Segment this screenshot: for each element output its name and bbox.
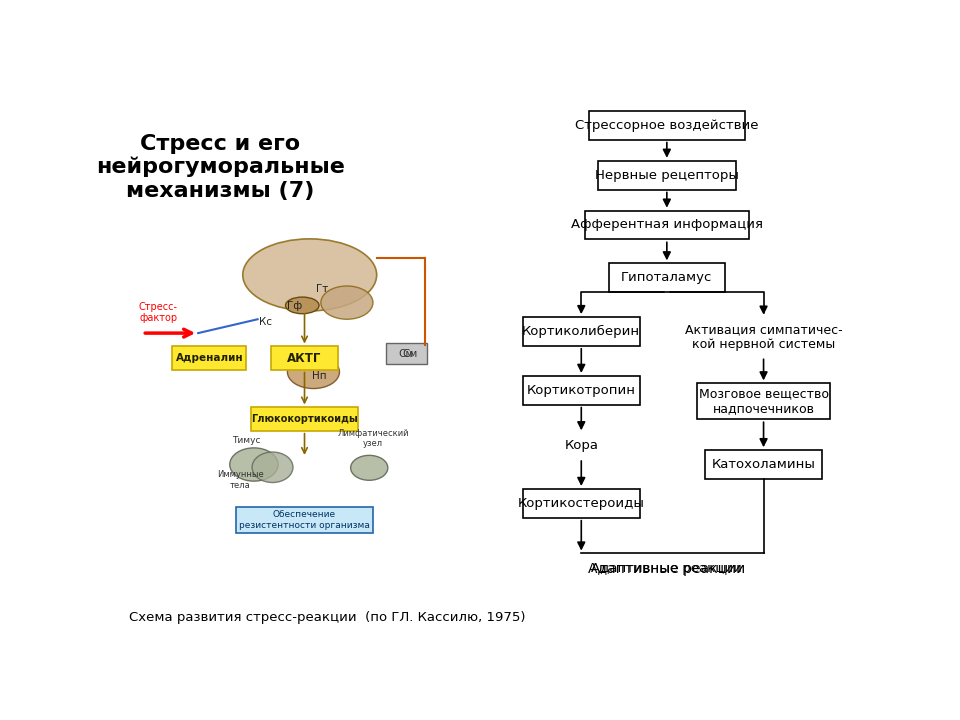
FancyBboxPatch shape: [271, 346, 338, 369]
Ellipse shape: [229, 448, 278, 481]
Text: Кс: Кс: [258, 317, 272, 327]
Text: Стресс-
фактор: Стресс- фактор: [138, 302, 178, 323]
Text: Кора: Кора: [564, 439, 598, 452]
FancyBboxPatch shape: [598, 161, 735, 189]
Text: Кортикостероиды: Кортикостероиды: [517, 497, 645, 510]
Text: Активация симпатичес-
кой нервной системы: Активация симпатичес- кой нервной систем…: [684, 323, 842, 351]
Text: Гф: Гф: [287, 302, 302, 312]
Ellipse shape: [285, 297, 319, 314]
FancyBboxPatch shape: [522, 376, 640, 405]
Ellipse shape: [243, 239, 376, 311]
Text: См: См: [398, 348, 414, 359]
FancyBboxPatch shape: [172, 346, 247, 369]
Text: Гипоталамус: Гипоталамус: [621, 271, 712, 284]
Text: Иммунные
тела: Иммунные тела: [217, 470, 264, 490]
Text: Глюкокортикоиды: Глюкокортикоиды: [252, 414, 358, 424]
Text: Обеспечение
резистентности организма: Обеспечение резистентности организма: [239, 510, 370, 530]
Text: Тимус: Тимус: [232, 436, 261, 445]
Text: Стресс и его
нейрогуморальные
механизмы (7): Стресс и его нейрогуморальные механизмы …: [96, 133, 345, 201]
Text: См: См: [402, 348, 418, 359]
FancyBboxPatch shape: [610, 264, 725, 292]
FancyBboxPatch shape: [697, 383, 829, 419]
Text: Схема развития стресс-реакции  (по ГЛ. Кассилю, 1975): Схема развития стресс-реакции (по ГЛ. Ка…: [129, 611, 525, 624]
Text: Нп: Нп: [312, 371, 326, 381]
Ellipse shape: [287, 355, 340, 389]
FancyBboxPatch shape: [386, 343, 427, 364]
FancyBboxPatch shape: [522, 489, 640, 518]
Text: Нервные рецепторы: Нервные рецепторы: [595, 168, 739, 181]
Text: АКТГ: АКТГ: [287, 351, 322, 364]
Ellipse shape: [321, 286, 372, 319]
FancyBboxPatch shape: [236, 507, 373, 534]
Text: Стрессорное воздействие: Стрессорное воздействие: [575, 119, 758, 132]
Text: Гт: Гт: [316, 284, 328, 294]
Text: Катохоламины: Катохоламины: [711, 458, 815, 471]
Text: Кортикотропин: Кортикотропин: [527, 384, 636, 397]
FancyBboxPatch shape: [251, 408, 358, 431]
Text: Мозговое вещество
надпочечников: Мозговое вещество надпочечников: [699, 387, 828, 415]
FancyBboxPatch shape: [522, 317, 640, 346]
Ellipse shape: [252, 452, 293, 482]
Text: Адреналин: Адреналин: [176, 353, 243, 363]
Ellipse shape: [350, 455, 388, 480]
Text: Адаптивные реакции: Адаптивные реакции: [591, 562, 742, 575]
Text: Афферентная информация: Афферентная информация: [571, 218, 763, 232]
FancyBboxPatch shape: [705, 450, 823, 479]
Text: Кортиколиберин: Кортиколиберин: [522, 325, 640, 338]
Text: Лимфатический
узел: Лимфатический узел: [337, 429, 409, 449]
FancyBboxPatch shape: [588, 111, 745, 140]
Text: Адаптивные реакции: Адаптивные реакции: [588, 562, 746, 576]
FancyBboxPatch shape: [585, 210, 749, 240]
